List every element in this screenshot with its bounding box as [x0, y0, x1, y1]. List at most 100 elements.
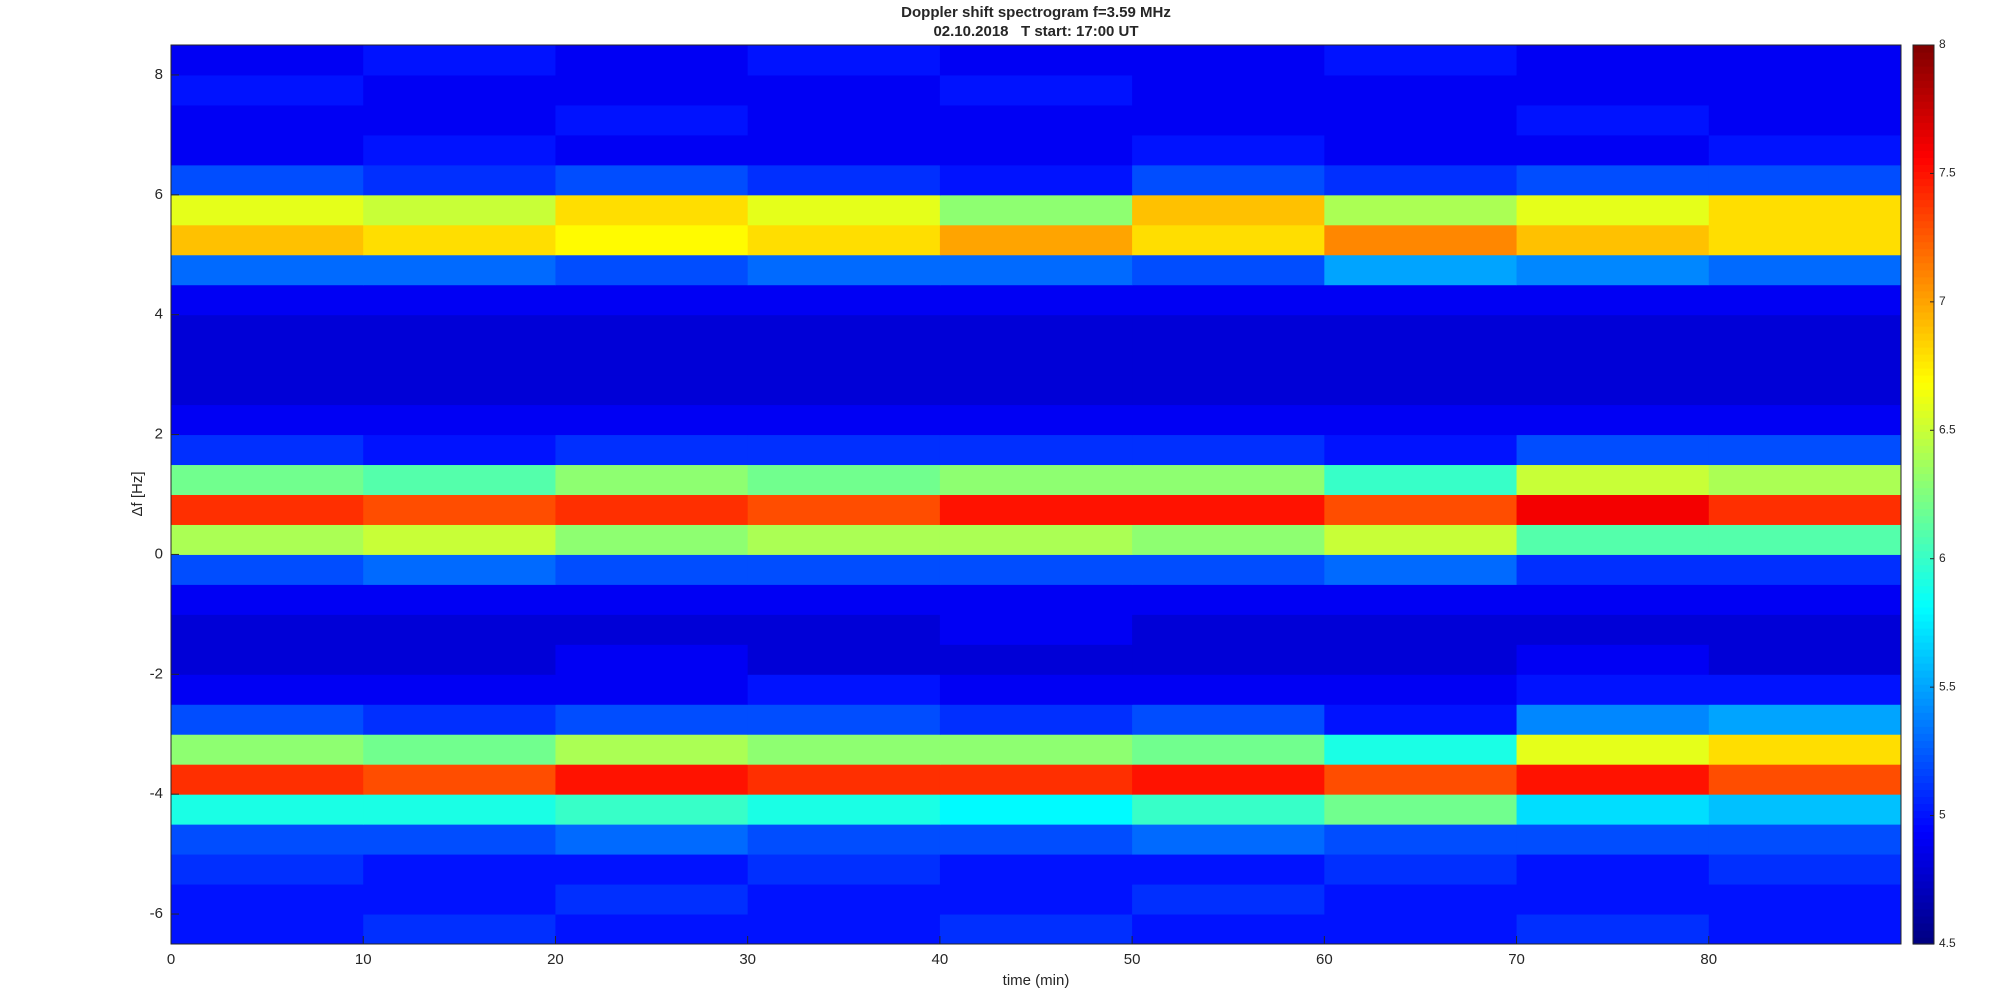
heatmap-cell	[747, 314, 941, 346]
colorbar-swatch	[1913, 761, 1934, 770]
heatmap-cell	[1324, 45, 1518, 76]
heatmap-cell	[171, 344, 364, 376]
heatmap-cell	[747, 494, 941, 525]
heatmap-cell	[939, 134, 1133, 166]
heatmap-cell	[555, 344, 749, 376]
heatmap-cell	[171, 764, 364, 795]
heatmap-cell	[747, 644, 941, 675]
heatmap-cell	[1132, 464, 1325, 495]
heatmap-cell	[171, 524, 364, 555]
x-tick-label: 70	[1508, 951, 1525, 968]
heatmap-cell	[747, 854, 941, 885]
heatmap-cell	[1708, 674, 1902, 705]
heatmap-cell	[555, 464, 749, 495]
colorbar-swatch	[1913, 304, 1934, 313]
heatmap-cell	[171, 884, 364, 915]
heatmap-cell	[1708, 854, 1902, 885]
heatmap-cell	[1516, 194, 1710, 226]
heatmap-cell	[939, 224, 1133, 256]
heatmap-cell	[1324, 284, 1518, 316]
heatmap-cell	[171, 584, 364, 615]
colorbar-swatch	[1913, 641, 1934, 650]
heatmap-cell	[1324, 374, 1518, 406]
heatmap-cell	[1516, 914, 1710, 945]
heatmap-cell	[1516, 674, 1710, 705]
heatmap-cell	[747, 434, 941, 466]
colorbar-swatch	[1913, 94, 1934, 102]
heatmap-cell	[1708, 494, 1902, 525]
x-tick-label: 20	[547, 951, 564, 968]
colorbar-swatch	[1913, 297, 1934, 306]
heatmap-cell	[363, 134, 556, 166]
colorbar-frame	[1912, 44, 1935, 945]
colorbar-swatch	[1913, 712, 1934, 720]
heatmap-cell	[1708, 914, 1902, 945]
heatmap-cell	[1132, 614, 1325, 645]
heatmap-cell	[363, 554, 556, 585]
heatmap-cell	[1324, 554, 1518, 585]
heatmap-cell	[939, 314, 1133, 346]
colorbar-swatch	[1913, 361, 1934, 369]
heatmap-cell	[555, 704, 749, 735]
heatmap-cell	[1324, 194, 1518, 226]
heatmap-cell	[747, 674, 941, 705]
colorbar-swatch	[1913, 269, 1934, 278]
colorbar-swatch	[1913, 389, 1934, 397]
heatmap-cell	[171, 704, 364, 735]
heatmap-cell	[1132, 794, 1325, 825]
heatmap-cell	[171, 284, 364, 316]
heatmap-cell	[939, 74, 1133, 106]
colorbar-swatch	[1913, 929, 1934, 938]
heatmap-cell	[1132, 734, 1325, 765]
colorbar-swatch	[1913, 487, 1934, 496]
colorbar-swatch	[1913, 922, 1934, 931]
heatmap-cell	[1708, 734, 1902, 765]
colorbar-swatch	[1913, 508, 1934, 517]
heatmap-cell	[1708, 794, 1902, 825]
colorbar-swatch	[1913, 431, 1934, 439]
heatmap-cell	[1132, 434, 1325, 466]
colorbar-swatch	[1913, 789, 1934, 798]
heatmap-cell	[1324, 254, 1518, 286]
colorbar-swatch	[1913, 403, 1934, 411]
colorbar-swatch	[1913, 276, 1934, 285]
chart-subtitle: 02.10.2018 T start: 17:00 UT	[933, 23, 1138, 40]
colorbar-swatch	[1913, 185, 1934, 194]
colorbar-swatch	[1913, 501, 1934, 510]
colorbar-swatch	[1913, 220, 1934, 229]
heatmap-cell	[555, 794, 749, 825]
heatmap-cell	[1708, 764, 1902, 795]
colorbar-swatch	[1913, 873, 1934, 882]
heatmap-cell	[1132, 164, 1325, 196]
heatmap-cell	[1708, 314, 1902, 346]
heatmap-cell	[1132, 374, 1325, 406]
y-tick-label: -2	[150, 665, 163, 682]
colorbar-tick-label: 4.5	[1939, 936, 1956, 950]
heatmap-cell	[747, 584, 941, 615]
heatmap-cell	[1324, 74, 1518, 106]
heatmap-cell	[171, 74, 364, 106]
heatmap-cell	[171, 194, 364, 226]
heatmap-cell	[363, 464, 556, 495]
heatmap-cell	[1324, 854, 1518, 885]
heatmap-cell	[555, 884, 749, 915]
heatmap-cell	[363, 704, 556, 735]
heatmap-cell	[363, 854, 556, 885]
heatmap-cell	[939, 704, 1133, 735]
colorbar-swatch	[1913, 817, 1934, 826]
heatmap-cell	[1132, 314, 1325, 346]
heatmap-cell	[555, 404, 749, 436]
colorbar-swatch	[1913, 354, 1934, 362]
colorbar-swatch	[1913, 670, 1934, 678]
colorbar-swatch	[1913, 627, 1934, 636]
heatmap-cell	[1516, 284, 1710, 316]
colorbar-swatch	[1913, 901, 1934, 910]
heatmap-cell	[555, 74, 749, 106]
heatmap-cell	[1708, 404, 1902, 436]
heatmap-cell	[939, 764, 1133, 795]
heatmap-cell	[939, 404, 1133, 436]
heatmap-cell	[1132, 74, 1325, 106]
heatmap-cell	[1132, 254, 1325, 286]
heatmap-cell	[171, 164, 364, 196]
colorbar-swatch	[1913, 740, 1934, 748]
